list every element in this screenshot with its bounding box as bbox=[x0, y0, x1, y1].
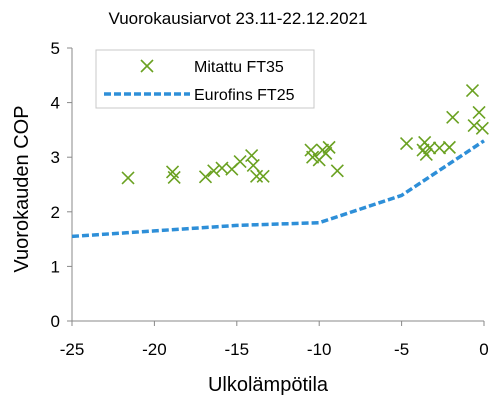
data-point bbox=[207, 164, 221, 178]
y-tick-label: 5 bbox=[51, 39, 60, 58]
data-point bbox=[306, 150, 320, 164]
data-point bbox=[432, 141, 447, 155]
y-tick-label: 3 bbox=[51, 148, 60, 167]
legend-frame bbox=[95, 49, 315, 109]
x-tick-label: -5 bbox=[394, 340, 409, 359]
plot-area bbox=[71, 84, 489, 239]
data-point bbox=[319, 146, 333, 160]
data-point bbox=[465, 84, 480, 98]
legend: Mitattu FT35 Eurofins FT25 bbox=[95, 49, 315, 109]
y-tick-label: 2 bbox=[51, 203, 60, 222]
series-line-eurofins-ft25 bbox=[71, 139, 485, 239]
data-point bbox=[167, 170, 181, 184]
data-point bbox=[442, 140, 456, 154]
x-tick-label: -20 bbox=[142, 340, 167, 359]
x-tick-label: -25 bbox=[60, 340, 85, 359]
legend-label: Eurofins FT25 bbox=[194, 87, 295, 104]
data-point bbox=[256, 169, 270, 183]
x-axis-title: Ulkolämpötila bbox=[208, 374, 329, 396]
data-point bbox=[233, 155, 247, 169]
data-point bbox=[423, 141, 437, 155]
x-tick-label: 0 bbox=[479, 340, 488, 359]
legend-label: Mitattu FT35 bbox=[194, 59, 284, 76]
y-tick-label: 1 bbox=[51, 257, 60, 276]
data-point bbox=[330, 164, 344, 178]
legend-marker-mitattu-ft35 bbox=[140, 59, 154, 73]
chart-title: Vuorokausiarvot 23.11-22.12.2021 bbox=[109, 9, 368, 28]
y-axis-title: Vuorokauden COP bbox=[11, 105, 33, 272]
data-point bbox=[475, 121, 489, 135]
x-tick-label: -15 bbox=[225, 340, 250, 359]
data-point bbox=[121, 171, 135, 185]
data-point bbox=[419, 147, 433, 162]
data-point bbox=[399, 136, 414, 151]
series-mitattu-ft35 bbox=[121, 84, 489, 185]
data-point bbox=[472, 105, 486, 119]
y-tick-label: 4 bbox=[51, 94, 60, 113]
x-tick-label: -10 bbox=[307, 340, 332, 359]
data-point bbox=[467, 118, 481, 133]
data-point bbox=[322, 140, 336, 154]
data-point bbox=[198, 170, 213, 184]
data-point bbox=[446, 110, 460, 124]
y-tick-label: 0 bbox=[51, 312, 60, 331]
axes: -25 -20 -15 -10 -5 0 0 1 2 3 4 5 bbox=[51, 39, 489, 359]
data-point bbox=[250, 169, 264, 183]
data-point bbox=[246, 158, 260, 172]
